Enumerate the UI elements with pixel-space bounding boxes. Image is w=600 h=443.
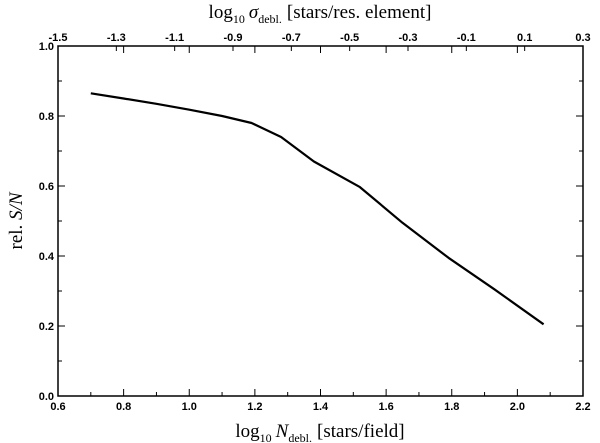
y-tick-label: 0.0 [39,391,54,403]
x-tick-label: 1.0 [182,401,197,413]
series-group [90,92,545,326]
x2-tick-label: -1.1 [165,32,184,44]
left-axis-ticks: 0.0 0.2 0.4 0.6 0.8 1.0 [39,41,583,403]
y-tick-label: 0.8 [39,111,54,123]
y-tick-label: 0.2 [39,321,54,333]
top-axis-ticks: -1.5 -1.3 -1.1 -0.9 -0.7 -0.5 -0.3 -0.1 0.1 0.3 [49,32,591,51]
y-tick-label: 1.0 [39,41,54,53]
y-tick-label: 0.4 [39,251,55,263]
x-tick-label: 0.6 [50,401,65,413]
x-axis-label: log10 Ndebl. [stars/field] [235,421,404,443]
x-tick-label: 1.4 [313,401,329,413]
x2-tick-label: -0.1 [457,32,476,44]
x2-tick-label: 0.3 [575,32,590,44]
x-tick-label: 2.2 [575,401,590,413]
x2-tick-label: 0.1 [517,32,532,44]
x2-tick-label: -0.9 [224,32,243,44]
x2-tick-label: -1.3 [107,32,126,44]
x2-axis-label: log10 σdebl. [stars/res. element] [209,2,432,26]
x2-tick-label: -0.3 [399,32,418,44]
bottom-axis-ticks: 0.6 0.8 1.0 1.2 1.4 1.6 1.8 2.0 2.2 [50,46,591,413]
x-tick-label: 1.6 [378,401,393,413]
x-tick-label: 1.8 [444,401,459,413]
x2-tick-label: -0.7 [282,32,301,44]
x-tick-label: 0.8 [116,401,131,413]
y-axis-label: rel. S/N [6,191,27,249]
x2-tick-label: -1.5 [49,32,68,44]
x-tick-label: 1.2 [247,401,262,413]
y-tick-label: 0.6 [39,181,54,193]
plot-frame [57,45,584,397]
x2-tick-label: -0.5 [340,32,359,44]
x-tick-label: 2.0 [510,401,525,413]
series-line [90,92,545,326]
